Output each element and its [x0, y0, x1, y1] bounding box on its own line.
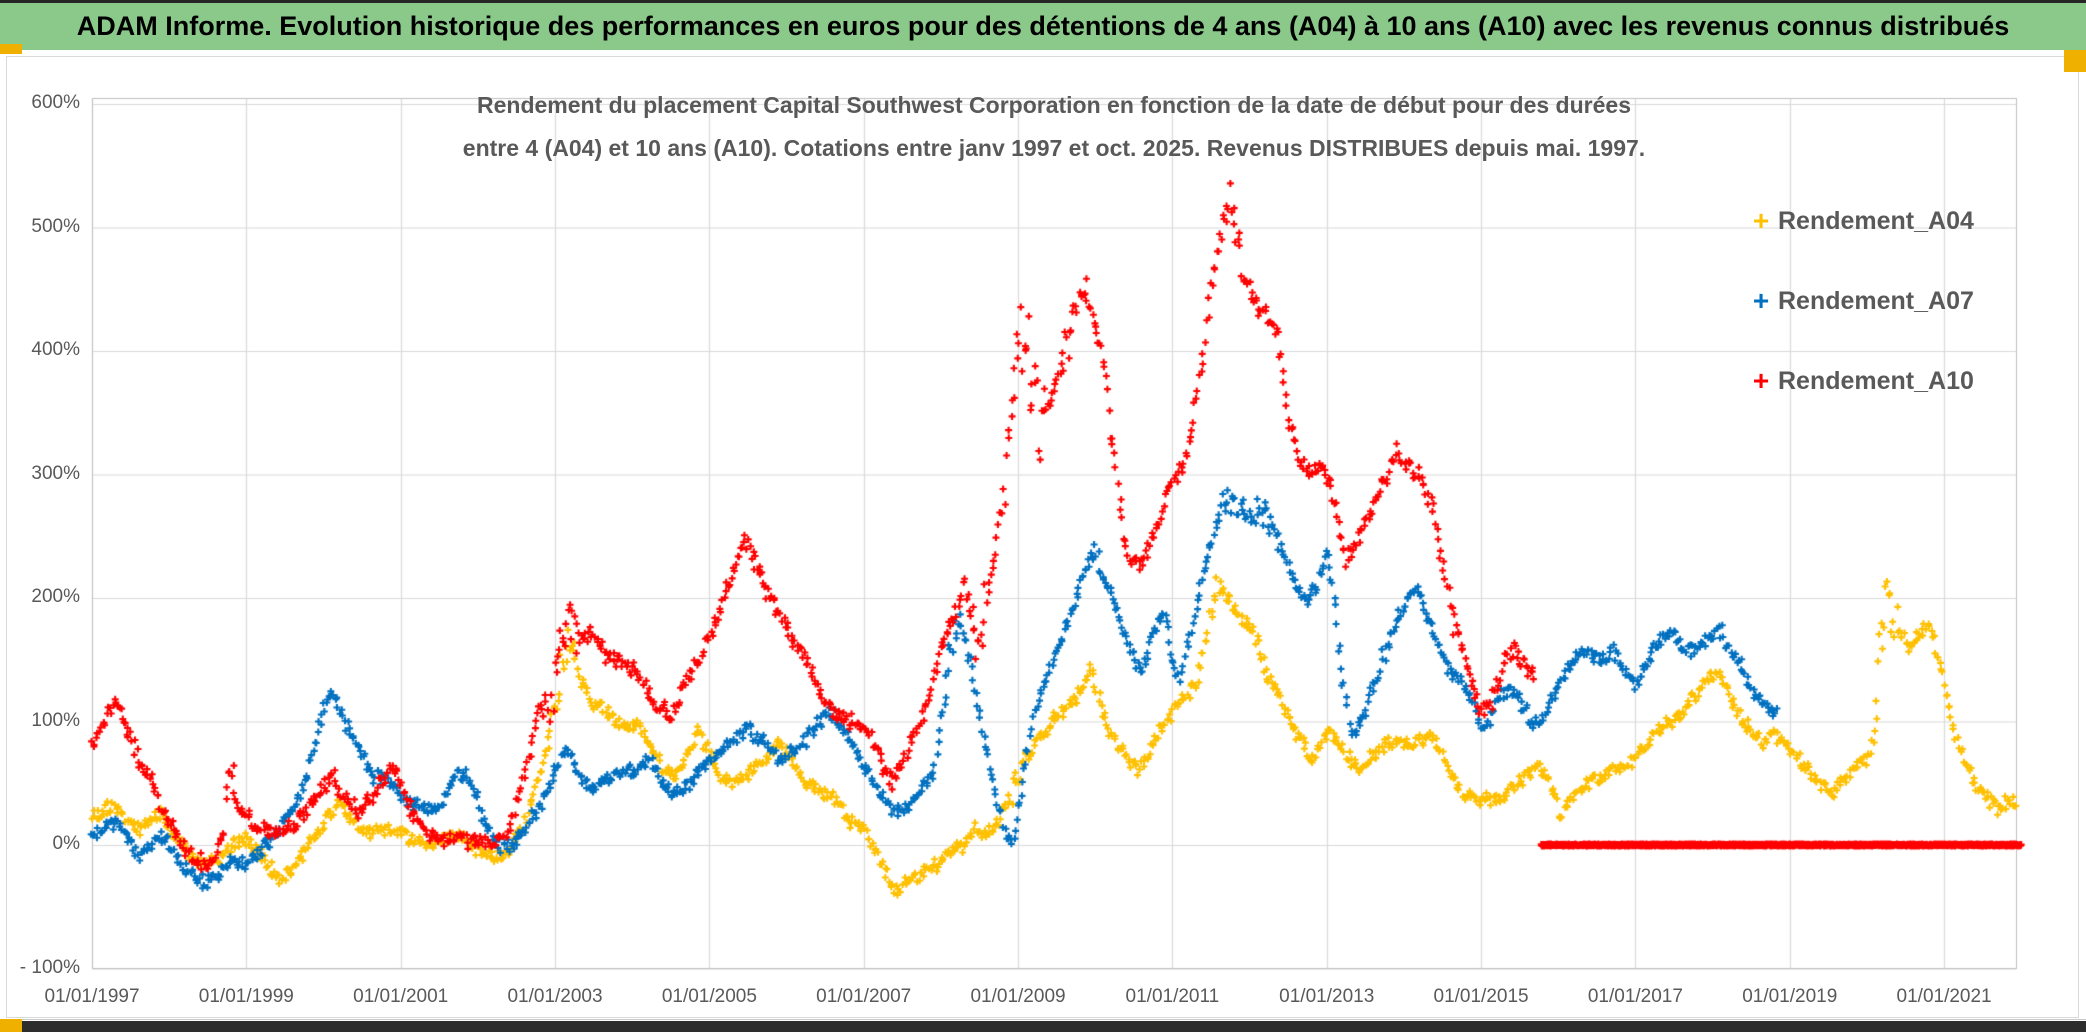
- x-tick-label: 01/01/2009: [970, 986, 1066, 1007]
- x-tick-label: 01/01/1997: [44, 986, 140, 1007]
- x-tick-label: 01/01/2001: [353, 986, 449, 1007]
- legend-label: Rendement_A04: [1778, 206, 1974, 235]
- x-tick-label: 01/01/2003: [507, 986, 603, 1007]
- x-tick-label: 01/01/2021: [1896, 986, 1992, 1007]
- legend-item-rendement_a04: + Rendement_A04: [1744, 199, 1974, 243]
- y-tick-label: 500%: [31, 215, 80, 237]
- chart-title-line1: Rendement du placement Capital Southwest…: [477, 92, 1631, 118]
- plus-marker-icon: +: [1752, 365, 1770, 396]
- x-tick-label: 01/01/2015: [1433, 986, 1529, 1007]
- accent-left-orange: [0, 44, 22, 54]
- bottom-left-orange: [0, 1019, 22, 1032]
- plus-marker-icon: +: [1752, 205, 1770, 236]
- legend-item-rendement_a10: + Rendement_A10: [1744, 359, 1974, 403]
- legend-item-rendement_a07: + Rendement_A07: [1744, 279, 1974, 323]
- x-tick-label: 01/01/2017: [1587, 986, 1683, 1007]
- x-tick-label: 01/01/2013: [1279, 986, 1375, 1007]
- chart-title-line2: entre 4 (A04) et 10 ans (A10). Cotations…: [462, 135, 1646, 161]
- legend-label: Rendement_A10: [1778, 366, 1974, 395]
- bottom-divider: [0, 1019, 2086, 1020]
- x-tick-label: 01/01/1999: [198, 986, 294, 1007]
- legend-label: Rendement_A07: [1778, 286, 1974, 315]
- x-tick-label: 01/01/2005: [661, 986, 757, 1007]
- y-tick-label: 200%: [31, 586, 80, 607]
- bottom-strip: [0, 1021, 2086, 1032]
- legend: + Rendement_A04 + Rendement_A07 + Rendement_A…: [1744, 199, 1974, 439]
- accent-right-orange: [2064, 50, 2086, 72]
- y-tick-label: 400%: [31, 339, 80, 360]
- y-tick-label: 0%: [52, 833, 80, 854]
- x-tick-label: 01/01/2007: [816, 986, 912, 1007]
- y-tick-label: - 100%: [19, 956, 80, 978]
- x-tick-label: 01/01/2011: [1125, 986, 1220, 1007]
- y-tick-label: 300%: [31, 462, 80, 484]
- y-tick-label: 600%: [31, 92, 80, 113]
- y-tick-label: 100%: [31, 709, 80, 731]
- chart-title: Rendement du placement Capital Southwest…: [92, 84, 2016, 170]
- x-tick-label: 01/01/2019: [1742, 986, 1838, 1007]
- plus-marker-icon: +: [1752, 285, 1770, 316]
